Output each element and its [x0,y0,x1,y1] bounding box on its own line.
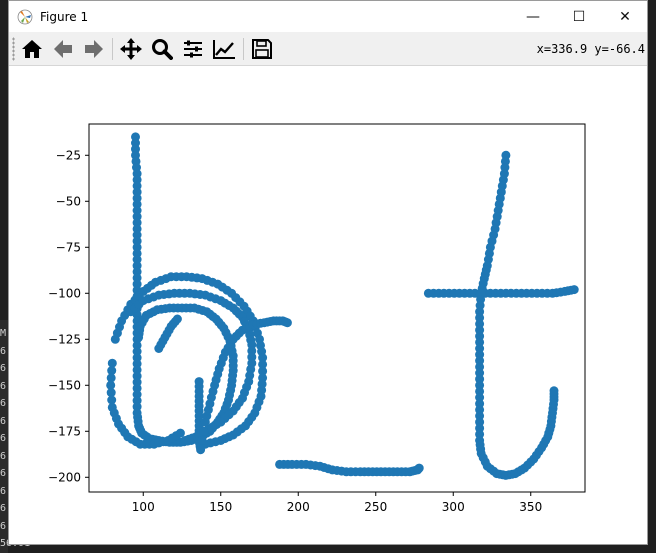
scatter-point [549,386,559,396]
scatter-point [475,319,485,329]
console-text: 6 [0,520,7,532]
home-button[interactable] [19,36,45,62]
subplots-icon [184,40,202,58]
scatter-point [258,353,268,363]
y-tick-label: −75 [56,240,81,254]
console-text: 6 [0,485,7,497]
y-tick-label: −125 [48,332,81,346]
title-bar: Figure 1 — ☐ ✕ [9,1,647,32]
background-console-strip: M6666666666656.01 [0,320,30,553]
x-tick-label: 300 [442,500,465,514]
scatter-point [132,181,142,191]
scatter-point [132,199,142,209]
scatter-chart: 100 150 200 250 300 350 −25 −50 −75 −100 −125 −150 −… [48,123,586,514]
y-tick-label: −100 [48,286,81,300]
x-tick-label: 200 [287,500,310,514]
zoom-icon [152,39,173,60]
back-button[interactable] [50,36,76,62]
pan-icon [120,38,142,60]
toolbar-separator [243,38,244,60]
navigation-toolbar: x=336.9 y=-66.4 [9,32,647,66]
scatter-point [475,337,485,347]
y-tick-label: −150 [48,378,81,392]
console-text: 6 [0,398,7,409]
scatter-point [132,383,142,393]
figure-canvas[interactable]: 100 150 200 250 300 350 −25 −50 −75 −100 −125 −150 −… [9,66,647,544]
y-tick-label: −200 [48,470,81,484]
console-text: 6 [0,503,7,514]
zoom-button[interactable] [149,36,175,62]
scatter-point [475,429,485,439]
subplots-button[interactable] [180,36,206,62]
home-icon [22,40,42,58]
scatter-point [196,445,206,455]
scatter-point [414,463,424,473]
scatter-point [475,411,485,421]
scatter-point [258,359,268,369]
scatter-point [475,356,485,366]
x-tick-label: 100 [132,500,155,514]
scatter-point [106,373,116,383]
console-text: 6 [0,450,7,462]
scatter-point [132,402,142,412]
edit-axis-icon [213,40,235,59]
x-tick-label: 150 [209,500,232,514]
back-icon [54,40,72,58]
console-text: 6 [0,433,7,444]
scatter-point [475,374,485,384]
cursor-coordinate-readout: x=336.9 y=-66.4 [536,42,645,56]
console-text: M [0,328,7,339]
scatter-point [132,365,142,375]
minimize-button[interactable]: — [526,8,540,25]
console-text: 6 [0,345,7,357]
save-icon [252,39,272,59]
toolbar-separator [112,38,113,60]
scatter-point [134,332,144,342]
scatter-point [107,395,117,405]
toolbar-grip [12,37,15,61]
scatter-point [107,358,117,368]
scatter-point [132,273,142,283]
maximize-button[interactable]: ☐ [572,8,586,25]
x-tick-label: 250 [364,500,387,514]
save-button[interactable] [249,36,275,62]
window-title: Figure 1 [40,9,89,24]
scatter-point [132,236,142,246]
scatter-point [132,347,142,356]
scatter-point [282,318,292,328]
console-text: 6 [0,468,7,479]
scatter-point [132,255,142,264]
customize-button[interactable] [211,36,237,62]
scatter-point [247,346,257,356]
scatter-point [107,366,117,376]
scatter-point [258,366,268,376]
console-text: 6 [0,363,7,374]
scatter-point [131,144,140,154]
y-tick-label: −175 [48,424,81,438]
scatter-point [175,428,185,438]
scatter-point [475,393,485,402]
plot-frame [88,123,586,493]
scatter-point [132,218,142,228]
console-text: 6 [0,380,7,392]
close-button[interactable]: ✕ [619,8,631,25]
data-points [106,132,579,480]
y-tick-label: −25 [56,148,81,162]
figure-window: Figure 1 — ☐ ✕ [8,0,648,545]
scatter-point [106,380,116,390]
x-tick-label: 350 [519,500,542,514]
pan-button[interactable] [118,36,144,62]
scatter-point [199,426,209,436]
scatter-point [106,388,116,398]
scatter-point [172,314,182,324]
forward-icon [85,40,103,58]
scatter-point [180,436,190,445]
console-text: 6 [0,415,7,427]
forward-button[interactable] [81,36,107,62]
scatter-point [569,285,579,295]
scatter-point [197,436,207,445]
y-tick-label: −50 [56,194,81,208]
matplotlib-logo-icon [17,9,33,25]
